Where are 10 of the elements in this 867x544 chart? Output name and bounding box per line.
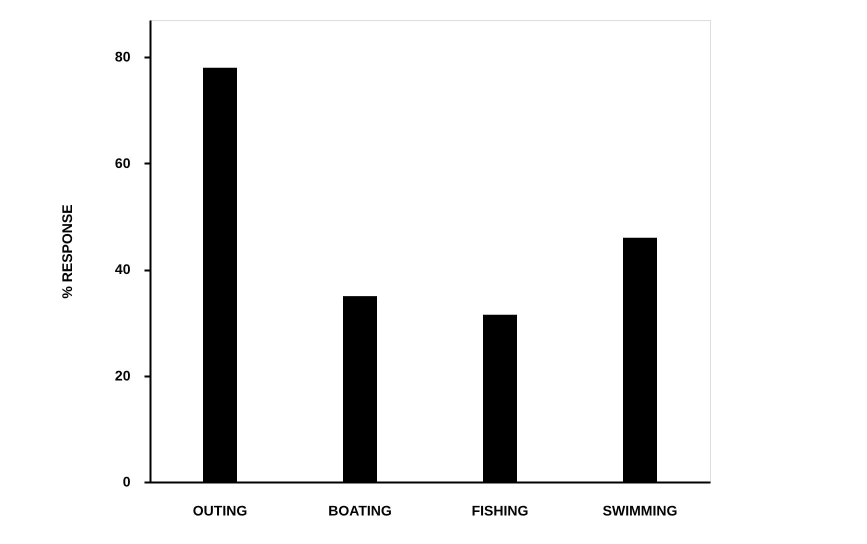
y-tick-label: 40 — [114, 261, 131, 278]
y-axis-title: % RESPONSE — [58, 204, 75, 299]
x-tick-label: OUTING — [192, 502, 248, 518]
y-tick-label: 80 — [114, 48, 131, 65]
y-tick-label: 60 — [114, 154, 131, 171]
x-tick-label: FISHING — [472, 502, 528, 518]
x-tick-label: BOATING — [328, 502, 392, 518]
y-tick-label: 0 — [122, 474, 131, 490]
y-tick-label: 20 — [114, 367, 131, 384]
x-tick-label: SWIMMING — [602, 502, 678, 518]
